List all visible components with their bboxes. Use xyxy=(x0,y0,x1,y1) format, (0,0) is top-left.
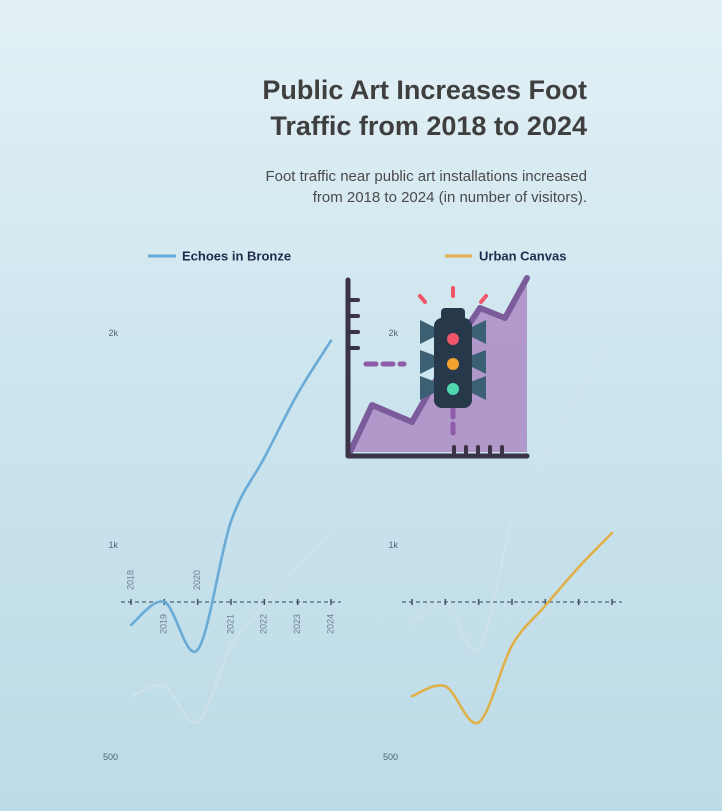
y-tick-label: 1k xyxy=(108,540,118,550)
traffic-light-icon xyxy=(420,308,486,408)
panel-1: 500 1k 2k 2018 2019 2020 2021 2022 2023 2024 Echoe… xyxy=(103,248,341,762)
x-tick-label: 2021 xyxy=(225,614,235,634)
x-tick-label: 2023 xyxy=(292,614,302,634)
chart-subtitle: Foot traffic near public art installatio… xyxy=(67,166,587,208)
illustration-area-fill xyxy=(350,278,527,452)
x-tick-label: 2020 xyxy=(192,570,202,590)
series-line-1 xyxy=(129,339,333,654)
chart-title-line-2: Traffic from 2018 to 2024 xyxy=(270,111,587,141)
x-tick-label: 2018 xyxy=(125,570,135,590)
x-tick-label: 2022 xyxy=(259,614,269,634)
y-tick-label: 500 xyxy=(103,752,118,762)
x-tick-label: 2024 xyxy=(325,614,335,634)
legend-label: Urban Canvas xyxy=(479,248,566,263)
series-line-2 xyxy=(410,531,614,725)
traffic-light-chart-icon xyxy=(345,275,530,459)
illustration-y-ticks xyxy=(348,298,360,350)
chart-title-line-1: Public Art Increases Foot xyxy=(262,75,587,105)
chart-subtitle-line-1: Foot traffic near public art installatio… xyxy=(265,168,587,185)
y-tick-label: 2k xyxy=(108,328,118,338)
legend-label: Echoes in Bronze xyxy=(182,248,291,263)
title-block: Public Art Increases Foot Traffic from 2… xyxy=(67,72,587,208)
chart-title: Public Art Increases Foot Traffic from 2… xyxy=(67,72,587,144)
illustration-axes xyxy=(345,277,530,459)
ghost-series-line xyxy=(130,532,332,725)
ghost-series-line xyxy=(411,340,613,653)
chart-subtitle-line-2: from 2018 to 2024 (in number of visitors… xyxy=(312,189,587,206)
y-tick-label: 2k xyxy=(388,328,398,338)
y-tick-label: 1k xyxy=(388,540,398,550)
x-tick-label: 2019 xyxy=(159,614,169,634)
y-tick-label: 500 xyxy=(383,752,398,762)
illustration-x-ticks xyxy=(452,445,504,456)
light-rays-icon xyxy=(418,286,488,304)
